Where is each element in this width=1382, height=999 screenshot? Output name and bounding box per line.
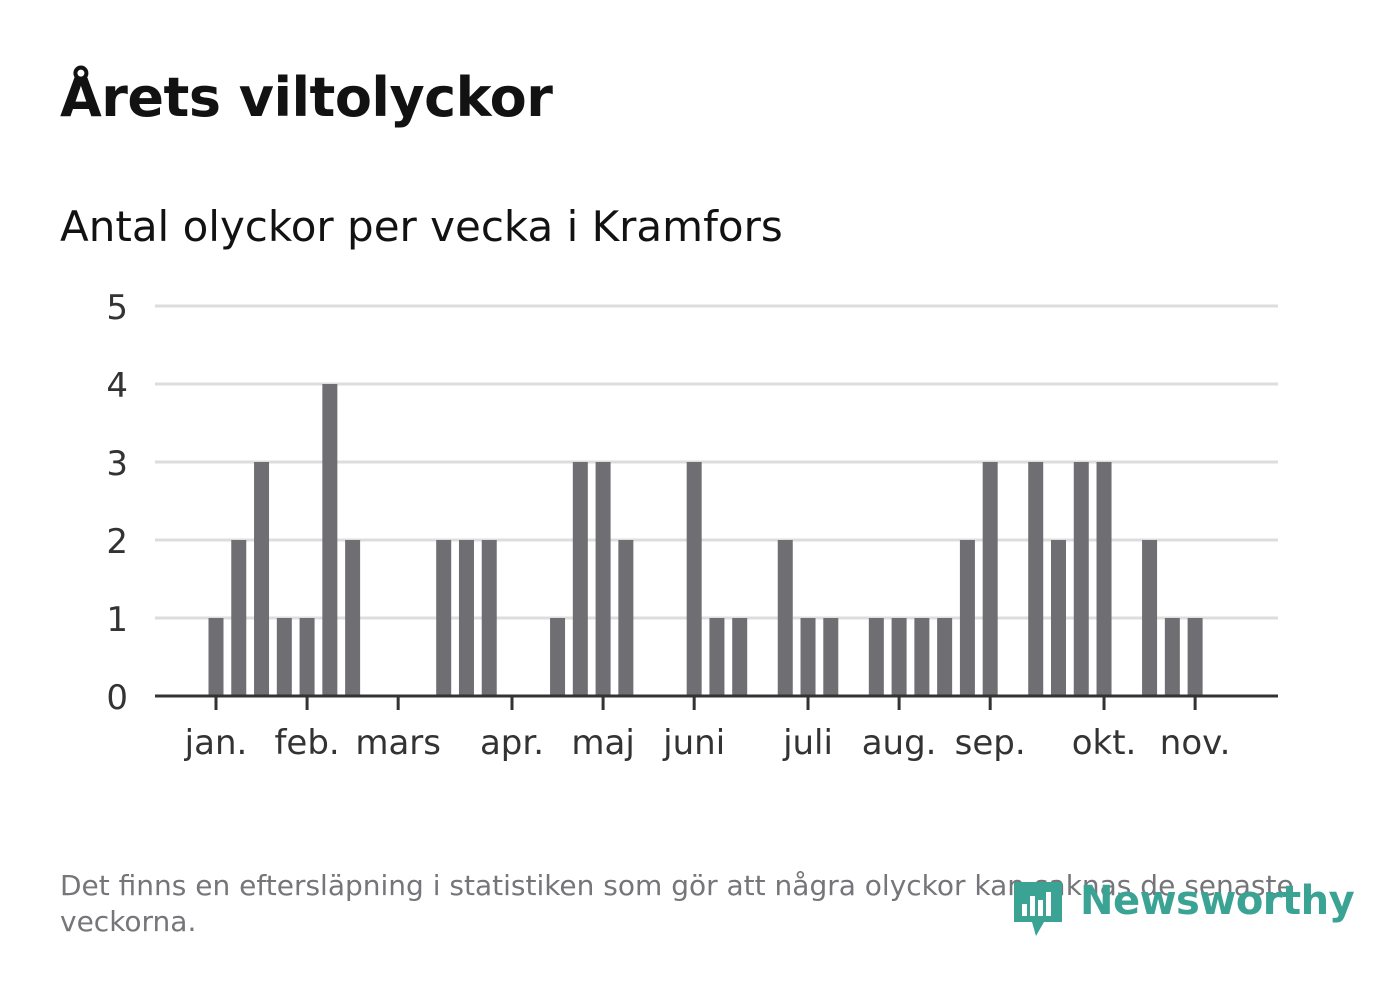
y-tick-label: 5 bbox=[106, 288, 128, 328]
bar bbox=[800, 618, 816, 696]
bar bbox=[914, 618, 930, 696]
bar bbox=[299, 618, 315, 696]
bar bbox=[1050, 540, 1066, 696]
bar bbox=[823, 618, 839, 696]
x-tick-label: aug. bbox=[862, 723, 937, 763]
bar bbox=[1028, 462, 1044, 696]
bar bbox=[436, 540, 452, 696]
bar bbox=[959, 540, 975, 696]
bar bbox=[732, 618, 748, 696]
bar bbox=[1187, 618, 1203, 696]
y-tick-label: 1 bbox=[106, 600, 128, 640]
bar bbox=[1142, 540, 1158, 696]
footnote: Det finns en eftersläpning i statistiken… bbox=[60, 869, 1294, 938]
bar bbox=[550, 618, 566, 696]
chart-title: Årets viltolyckor bbox=[60, 66, 553, 129]
x-tick-label: sep. bbox=[955, 723, 1026, 763]
newsworthy-logo-text: Newsworthy bbox=[1080, 878, 1355, 924]
bar bbox=[276, 618, 292, 696]
newsworthy-logo: Newsworthy bbox=[1010, 878, 1355, 942]
x-tick-label: nov. bbox=[1160, 723, 1231, 763]
y-tick-label: 0 bbox=[106, 678, 128, 718]
bar bbox=[322, 384, 338, 696]
x-tick-label: maj bbox=[571, 723, 634, 763]
newsworthy-logo-icon bbox=[1014, 882, 1062, 936]
bar bbox=[458, 540, 474, 696]
bar bbox=[595, 462, 611, 696]
y-tick-label: 2 bbox=[106, 522, 128, 562]
bar bbox=[572, 462, 588, 696]
bar bbox=[777, 540, 793, 696]
chart-subtitle: Antal olyckor per vecka i Kramfors bbox=[60, 202, 783, 251]
x-tick-label: feb. bbox=[274, 723, 339, 763]
x-tick-label: apr. bbox=[480, 723, 544, 763]
x-tick-label: mars bbox=[355, 723, 441, 763]
bar bbox=[1096, 462, 1112, 696]
bar bbox=[208, 618, 224, 696]
bar bbox=[345, 540, 361, 696]
y-tick-label: 4 bbox=[106, 366, 128, 406]
bar bbox=[937, 618, 953, 696]
bar bbox=[1073, 462, 1089, 696]
bar bbox=[868, 618, 884, 696]
bar bbox=[891, 618, 907, 696]
bar bbox=[1164, 618, 1180, 696]
x-tick-label: okt. bbox=[1072, 723, 1137, 763]
x-tick-label: juni bbox=[662, 723, 725, 763]
bar bbox=[686, 462, 702, 696]
bar bbox=[618, 540, 634, 696]
y-tick-label: 3 bbox=[106, 444, 128, 484]
bar bbox=[231, 540, 247, 696]
bar bbox=[709, 618, 725, 696]
bar bbox=[481, 540, 497, 696]
x-tick-label: jan. bbox=[184, 723, 248, 763]
bar bbox=[982, 462, 998, 696]
bar bbox=[254, 462, 270, 696]
x-tick-label: juli bbox=[782, 723, 833, 763]
